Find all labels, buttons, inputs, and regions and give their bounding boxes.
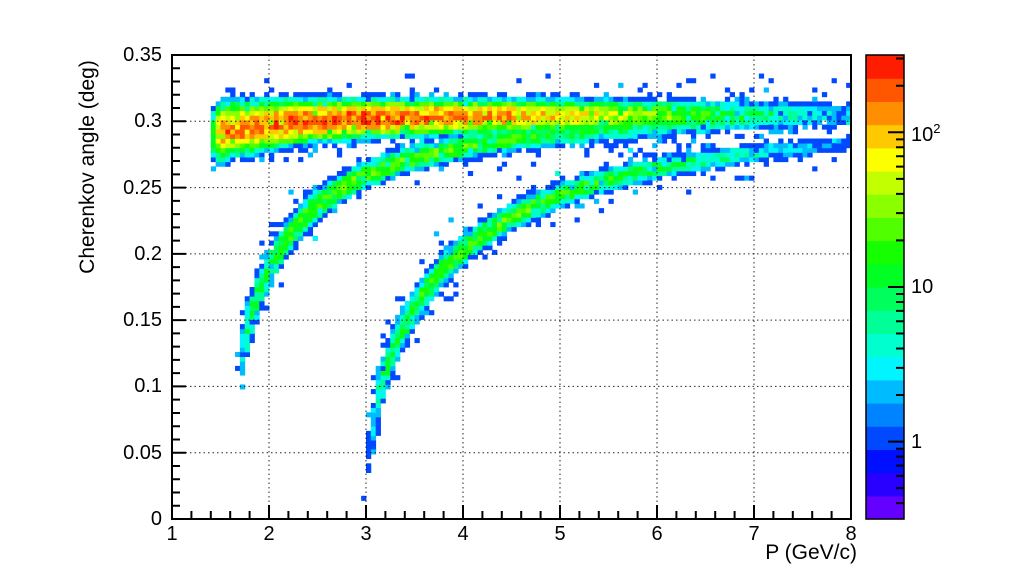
colorbar-tick-label: 102 — [911, 121, 941, 147]
colorbar-tick-label: 10 — [911, 275, 934, 298]
x-tick-label: 8 — [845, 523, 857, 545]
x-tick-label: 5 — [554, 523, 566, 545]
y-tick-label: 0.15 — [123, 309, 162, 332]
x-tick-label: 3 — [360, 523, 372, 545]
x-tick-label: 7 — [748, 523, 760, 545]
x-axis-title: P (GeV/c) — [765, 541, 857, 564]
y-tick-label: 0.35 — [123, 44, 162, 66]
y-tick-label: 0.25 — [123, 176, 162, 199]
y-tick-label: 0 — [150, 508, 162, 530]
x-tick-label: 1 — [166, 523, 178, 545]
y-tick-label: 0.2 — [134, 242, 162, 265]
x-tick-label: 2 — [263, 523, 275, 545]
y-tick-label: 0.3 — [134, 110, 162, 133]
y-tick-label: 0.1 — [134, 375, 162, 398]
colorbar-tick-label: 1 — [911, 430, 923, 453]
x-tick-label: 4 — [457, 523, 469, 545]
y-tick-label: 0.05 — [123, 441, 162, 464]
y-axis-title: Cherenkov angle (deg) — [76, 60, 99, 274]
x-tick-label: 6 — [651, 523, 663, 545]
